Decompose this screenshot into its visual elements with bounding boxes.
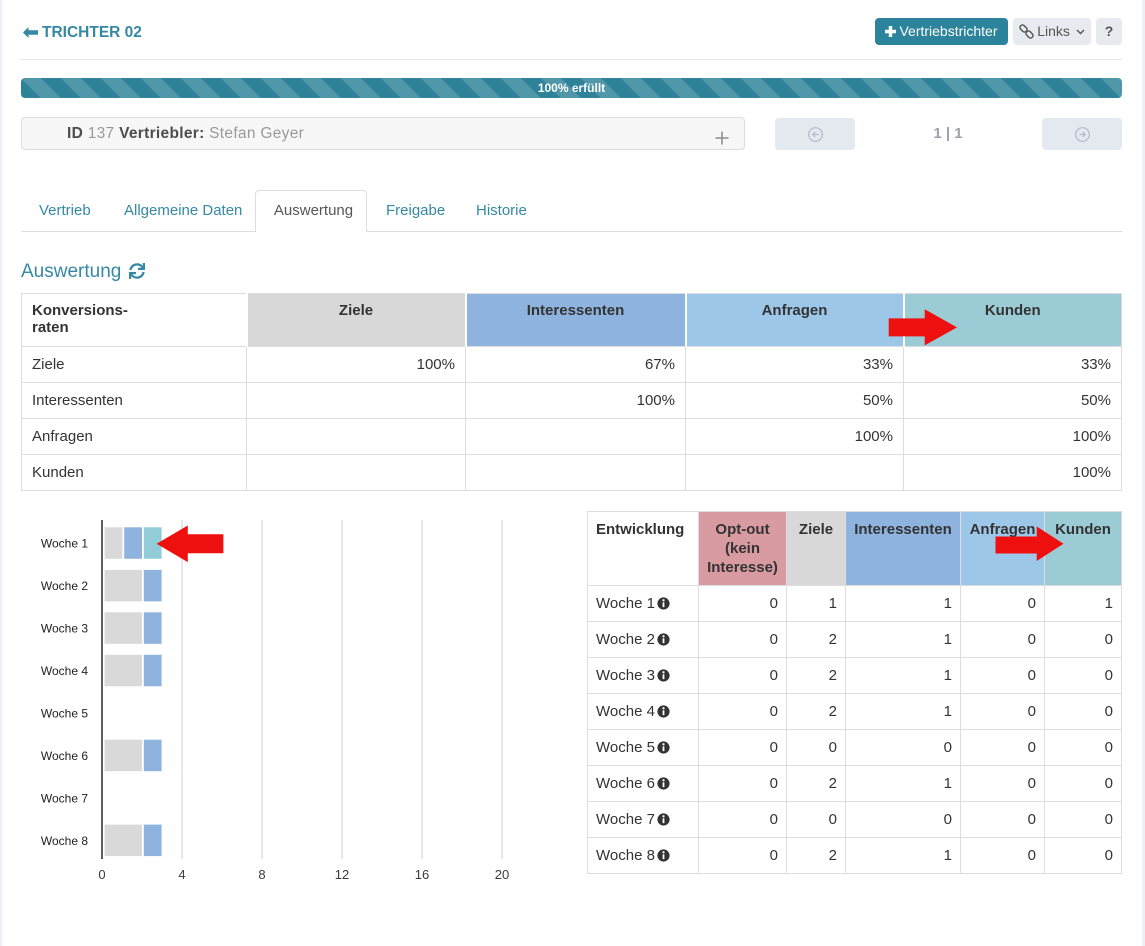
svg-text:Woche 6: Woche 6	[41, 749, 88, 763]
svg-text:20: 20	[495, 867, 509, 882]
svg-text:Woche 7: Woche 7	[41, 791, 88, 805]
svg-text:12: 12	[335, 867, 349, 882]
svg-text:Woche 4: Woche 4	[41, 664, 88, 678]
svg-text:16: 16	[415, 867, 429, 882]
svg-text:Woche 5: Woche 5	[41, 707, 88, 721]
svg-text:8: 8	[258, 867, 265, 882]
svg-text:Woche 8: Woche 8	[41, 834, 88, 848]
svg-text:Woche 2: Woche 2	[41, 579, 88, 593]
svg-text:Woche 3: Woche 3	[41, 622, 88, 636]
svg-text:0: 0	[98, 867, 105, 882]
svg-text:4: 4	[178, 867, 185, 882]
svg-text:Woche 1: Woche 1	[41, 537, 88, 551]
